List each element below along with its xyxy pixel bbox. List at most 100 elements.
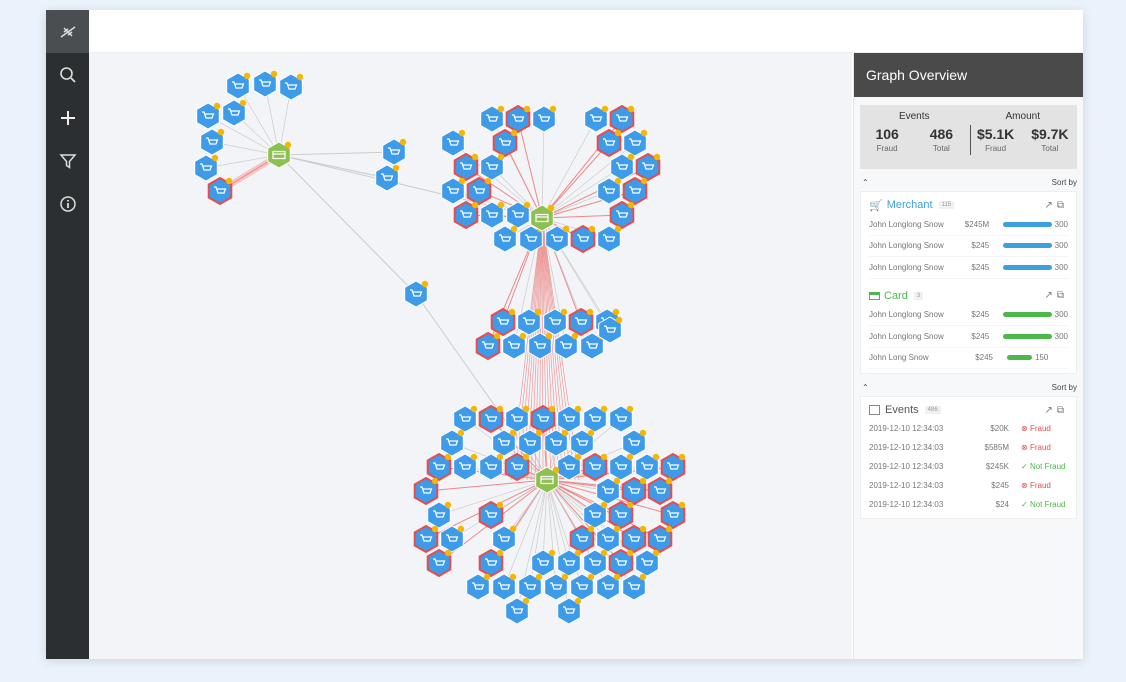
merchant-node[interactable] bbox=[635, 453, 660, 481]
merchant-node[interactable] bbox=[490, 307, 516, 337]
merchant-node[interactable] bbox=[207, 176, 233, 206]
merchant-node[interactable] bbox=[478, 548, 504, 578]
merchant-node[interactable] bbox=[609, 200, 635, 230]
merchant-node[interactable] bbox=[635, 549, 660, 577]
merchant-node[interactable] bbox=[598, 316, 623, 344]
merchant-node[interactable] bbox=[502, 332, 527, 360]
export-copy-icons[interactable]: ↗⧉ bbox=[1044, 290, 1068, 301]
merchant-node[interactable] bbox=[609, 104, 635, 134]
list-item[interactable]: John Longlong Snow $245 300 bbox=[869, 305, 1068, 326]
merchant-node[interactable] bbox=[427, 501, 452, 529]
merchant-node[interactable] bbox=[426, 548, 452, 578]
merchant-node[interactable] bbox=[528, 332, 553, 360]
merchant-node[interactable] bbox=[453, 453, 478, 481]
merchant-node[interactable] bbox=[196, 102, 221, 130]
merchant-node[interactable] bbox=[453, 200, 479, 230]
merchant-node[interactable] bbox=[506, 201, 531, 229]
merchant-node[interactable] bbox=[200, 128, 225, 156]
merchant-node[interactable] bbox=[583, 405, 608, 433]
merchant-node[interactable] bbox=[475, 331, 501, 361]
dna-logo-icon[interactable] bbox=[46, 10, 89, 53]
merchant-node[interactable] bbox=[544, 573, 569, 601]
merchant-node[interactable] bbox=[466, 176, 492, 206]
merchant-node[interactable] bbox=[517, 308, 542, 336]
card-node[interactable] bbox=[530, 204, 555, 232]
merchant-node[interactable] bbox=[609, 405, 634, 433]
merchant-node[interactable] bbox=[596, 477, 621, 505]
merchant-node[interactable] bbox=[493, 225, 518, 253]
list-item[interactable]: John Longlong Snow $245 300 bbox=[869, 236, 1068, 257]
merchant-node[interactable] bbox=[194, 154, 219, 182]
merchant-node[interactable] bbox=[253, 70, 278, 98]
merchant-node[interactable] bbox=[505, 104, 531, 134]
merchant-node[interactable] bbox=[623, 129, 648, 157]
card-node[interactable] bbox=[535, 466, 560, 494]
merchant-node[interactable] bbox=[505, 597, 530, 625]
export-copy-icons[interactable]: ↗⧉ bbox=[1044, 199, 1068, 211]
merchant-node[interactable] bbox=[596, 525, 621, 553]
info-icon[interactable] bbox=[46, 182, 89, 225]
merchant-node[interactable] bbox=[570, 224, 596, 254]
event-row[interactable]: 2019-12-10 12:34:03 $585M ⊗ Fraud bbox=[869, 438, 1068, 457]
merchant-node[interactable] bbox=[596, 573, 621, 601]
merchant-node[interactable] bbox=[480, 201, 505, 229]
card-node[interactable] bbox=[267, 141, 292, 169]
collapse-icon[interactable]: ⌃ bbox=[862, 382, 869, 392]
sort-by-button[interactable]: Sort by bbox=[1051, 177, 1077, 187]
merchant-node[interactable] bbox=[554, 332, 579, 360]
merchant-node[interactable] bbox=[568, 307, 594, 337]
sort-by-button[interactable]: Sort by bbox=[1051, 382, 1077, 392]
merchant-node[interactable] bbox=[466, 573, 491, 601]
merchant-node[interactable] bbox=[504, 452, 530, 482]
merchant-node[interactable] bbox=[479, 453, 504, 481]
merchant-node[interactable] bbox=[570, 573, 595, 601]
merchant-node[interactable] bbox=[621, 476, 647, 506]
merchant-node[interactable] bbox=[492, 573, 517, 601]
merchant-node[interactable] bbox=[530, 404, 556, 434]
merchant-node[interactable] bbox=[582, 452, 608, 482]
collapse-icon[interactable]: ⌃ bbox=[862, 177, 869, 187]
merchant-node[interactable] bbox=[441, 129, 466, 157]
merchant-node[interactable] bbox=[440, 429, 465, 457]
merchant-node[interactable] bbox=[492, 429, 517, 457]
merchant-node[interactable] bbox=[647, 476, 673, 506]
merchant-node[interactable] bbox=[532, 105, 557, 133]
network-graph[interactable] bbox=[89, 53, 852, 659]
filter-icon[interactable] bbox=[46, 139, 89, 182]
merchant-node[interactable] bbox=[608, 548, 634, 578]
merchant-node[interactable] bbox=[622, 573, 647, 601]
merchant-node[interactable] bbox=[404, 280, 429, 308]
merchant-node[interactable] bbox=[413, 524, 439, 554]
merchant-node[interactable] bbox=[596, 128, 622, 158]
list-item[interactable]: John Long Snow $245 150 bbox=[869, 348, 1068, 369]
merchant-node[interactable] bbox=[622, 429, 647, 457]
merchant-node[interactable] bbox=[660, 452, 686, 482]
merchant-node[interactable] bbox=[583, 501, 608, 529]
merchant-node[interactable] bbox=[557, 405, 582, 433]
merchant-node[interactable] bbox=[441, 177, 466, 205]
merchant-node[interactable] bbox=[557, 597, 582, 625]
event-row[interactable]: 2019-12-10 12:34:03 $245 ⊗ Fraud bbox=[869, 476, 1068, 495]
merchant-node[interactable] bbox=[597, 177, 622, 205]
merchant-node[interactable] bbox=[608, 500, 634, 530]
merchant-node[interactable] bbox=[545, 225, 570, 253]
merchant-node[interactable] bbox=[492, 128, 518, 158]
list-item[interactable]: John Longlong Snow $245M 300 bbox=[869, 214, 1068, 236]
merchant-node[interactable] bbox=[597, 225, 622, 253]
merchant-node[interactable] bbox=[518, 429, 543, 457]
export-copy-icons[interactable]: ↗⧉ bbox=[1044, 404, 1068, 416]
event-row[interactable]: 2019-12-10 12:34:03 $20K ⊗ Fraud bbox=[869, 419, 1068, 438]
merchant-node[interactable] bbox=[382, 138, 407, 166]
merchant-node[interactable] bbox=[453, 152, 479, 182]
merchant-node[interactable] bbox=[375, 164, 400, 192]
merchant-node[interactable] bbox=[621, 524, 647, 554]
merchant-node[interactable] bbox=[570, 429, 595, 457]
event-row[interactable]: 2019-12-10 12:34:03 $24 ✓ Not Fraud bbox=[869, 495, 1068, 514]
merchant-node[interactable] bbox=[622, 176, 648, 206]
merchant-node[interactable] bbox=[557, 453, 582, 481]
merchant-node[interactable] bbox=[505, 405, 530, 433]
merchant-node[interactable] bbox=[480, 105, 505, 133]
merchant-node[interactable] bbox=[518, 573, 543, 601]
merchant-node[interactable] bbox=[584, 105, 609, 133]
search-icon[interactable] bbox=[46, 53, 89, 96]
